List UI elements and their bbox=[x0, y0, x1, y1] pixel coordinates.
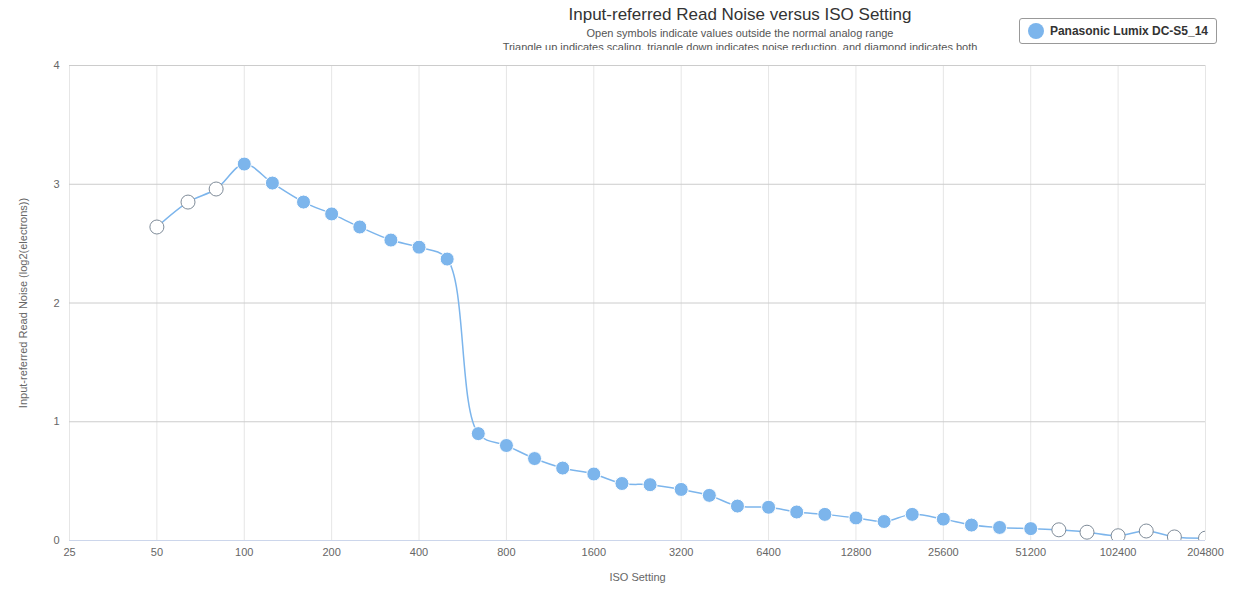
svg-text:100: 100 bbox=[235, 546, 253, 558]
html-text:Input-referred Read Noise vers: Input-referred Read Noise versus ISO Set… bbox=[568, 5, 912, 24]
svg-text:800: 800 bbox=[497, 546, 515, 558]
svg-text:204800: 204800 bbox=[1187, 546, 1224, 558]
svg-text:0: 0 bbox=[53, 534, 59, 546]
svg-text:6400: 6400 bbox=[756, 546, 780, 558]
html-text:Open symbols indicate values o: Open symbols indicate values outside the… bbox=[586, 27, 894, 39]
svg-text:2: 2 bbox=[53, 297, 59, 309]
svg-text:51200: 51200 bbox=[1015, 546, 1046, 558]
html-text:Panasonic Lumix DC-S5_14: Panasonic Lumix DC-S5_14 bbox=[1049, 24, 1208, 38]
svg-text:102400: 102400 bbox=[1100, 546, 1137, 558]
svg-text:200: 200 bbox=[322, 546, 340, 558]
svg-text:ISO Setting: ISO Setting bbox=[609, 571, 665, 583]
svg-text:50: 50 bbox=[151, 546, 163, 558]
svg-text:25: 25 bbox=[63, 546, 75, 558]
svg-text:4: 4 bbox=[53, 59, 59, 71]
svg-text:1: 1 bbox=[53, 415, 59, 427]
svg-text:400: 400 bbox=[410, 546, 428, 558]
svg-text:25600: 25600 bbox=[928, 546, 959, 558]
svg-text:3200: 3200 bbox=[669, 546, 693, 558]
svg-text:3: 3 bbox=[53, 178, 59, 190]
svg-text:1600: 1600 bbox=[582, 546, 606, 558]
html-text:Triangle up indicates scaling,: Triangle up indicates scaling, triangle … bbox=[502, 41, 978, 53]
svg-text:Input-referred Read Noise (log: Input-referred Read Noise (log2(electron… bbox=[17, 198, 29, 408]
svg-text:12800: 12800 bbox=[841, 546, 872, 558]
